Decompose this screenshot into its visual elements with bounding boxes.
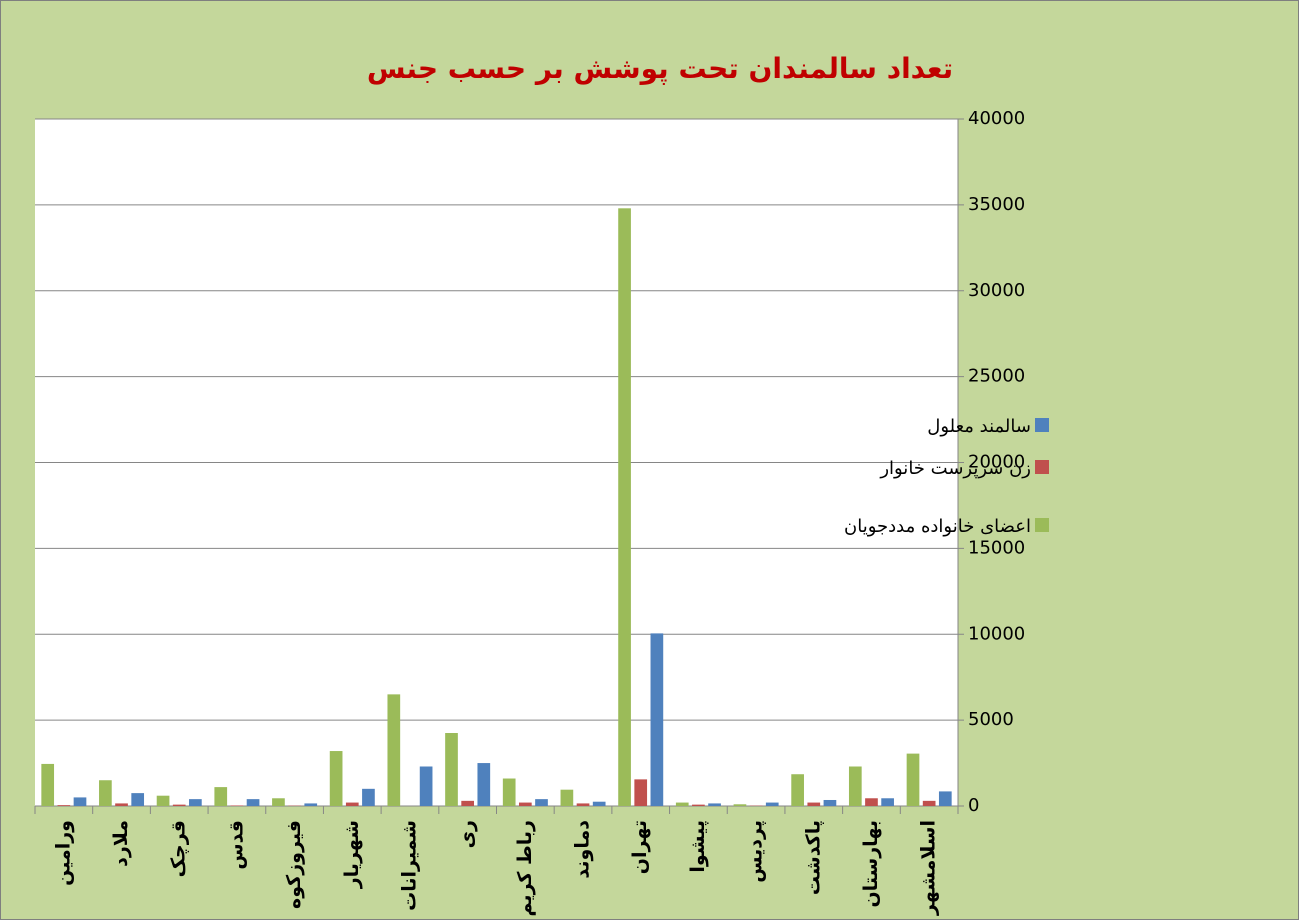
bar (708, 803, 721, 806)
chart-title: تعداد سالمندان تحت پوشش بر حسب جنس (367, 52, 953, 85)
bar (477, 763, 491, 806)
bar (304, 803, 318, 806)
bar (634, 779, 648, 806)
bar (272, 798, 285, 806)
x-tick-label: قدس (225, 820, 247, 870)
legend-swatch (1035, 460, 1049, 474)
bar (535, 799, 548, 806)
bar (675, 802, 689, 806)
bar (41, 763, 55, 806)
bar (502, 778, 516, 806)
bar (692, 804, 705, 806)
y-tick-label: 0 (968, 795, 979, 816)
bar (848, 766, 862, 806)
bar (518, 802, 532, 806)
y-tick-label: 20000 (968, 452, 1025, 473)
x-tick-label: ملارد (110, 820, 132, 867)
bar (362, 788, 375, 806)
bar (445, 733, 458, 806)
legend-label: سالمند معلول (927, 416, 1031, 437)
bar (419, 766, 433, 806)
bar (618, 208, 631, 806)
bar (156, 795, 170, 806)
y-tick-label: 15000 (968, 537, 1025, 558)
bar (576, 803, 590, 806)
bar (938, 791, 952, 806)
y-tick-label: 40000 (968, 108, 1025, 129)
bar (172, 804, 186, 806)
bar (906, 753, 920, 806)
bar (387, 694, 401, 806)
x-tick-label: شهریار (341, 820, 363, 889)
x-tick-label: ورامین (52, 820, 74, 886)
x-tick-label: ری (456, 820, 478, 848)
bar (57, 805, 71, 806)
bar (592, 801, 606, 806)
bar (922, 800, 936, 806)
x-tick-label: پیشوا (687, 820, 709, 873)
bar (461, 800, 475, 806)
bar (345, 802, 359, 806)
x-tick-label: قرچک (168, 820, 190, 877)
bar (865, 798, 878, 806)
y-tick-label: 5000 (968, 709, 1014, 730)
bar (765, 802, 779, 806)
bar (131, 793, 145, 806)
x-tick-label: بهارستان (860, 820, 882, 908)
bar (791, 774, 804, 806)
y-tick-label: 25000 (968, 366, 1025, 387)
bar (189, 799, 202, 806)
bar (246, 799, 260, 806)
legend-label: اعضای خانواده مددجویان (844, 516, 1031, 537)
y-tick-label: 35000 (968, 194, 1025, 215)
bar (329, 751, 343, 806)
bar (650, 633, 664, 806)
y-tick-label: 30000 (968, 280, 1025, 301)
legend-label: زن سرپرست خانوار (879, 458, 1031, 479)
bar (214, 787, 228, 806)
bar (823, 799, 837, 806)
x-tick-label: شمیرانات (398, 820, 420, 911)
bar (807, 802, 821, 806)
legend-swatch (1035, 518, 1049, 532)
x-tick-label: دماوند (572, 820, 594, 879)
x-tick-label: اسلامشهر (918, 820, 940, 916)
bar (881, 798, 894, 806)
bar (560, 789, 574, 806)
bar (99, 780, 112, 806)
bar (73, 797, 87, 806)
x-tick-label: پاکدشت (802, 820, 824, 895)
bar (115, 803, 128, 806)
y-tick-label: 10000 (968, 623, 1025, 644)
bar (733, 804, 747, 806)
x-tick-label: پردیس (745, 820, 767, 883)
x-tick-label: رباط کریم (514, 820, 536, 916)
x-tick-label: فیروزکوه (283, 820, 305, 909)
x-tick-label: تهران (629, 820, 651, 874)
legend-swatch (1035, 418, 1049, 432)
bar (230, 805, 244, 806)
